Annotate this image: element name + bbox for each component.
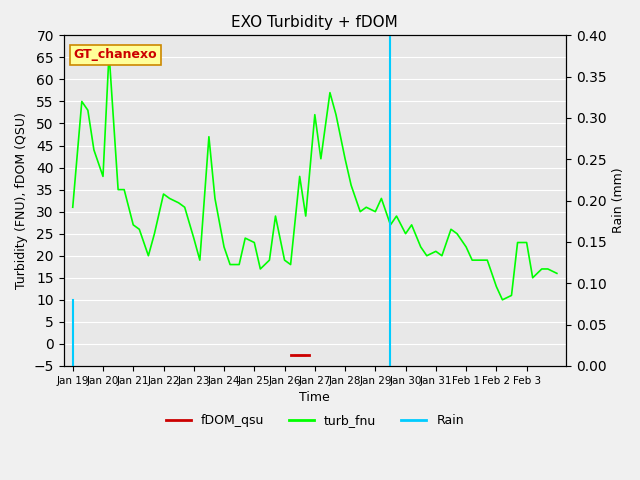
Text: GT_chanexo: GT_chanexo	[74, 48, 157, 61]
X-axis label: Time: Time	[300, 391, 330, 404]
Title: EXO Turbidity + fDOM: EXO Turbidity + fDOM	[232, 15, 398, 30]
Legend: fDOM_qsu, turb_fnu, Rain: fDOM_qsu, turb_fnu, Rain	[161, 409, 469, 432]
Y-axis label: Rain (mm): Rain (mm)	[612, 168, 625, 233]
Y-axis label: Turbidity (FNU), fDOM (QSU): Turbidity (FNU), fDOM (QSU)	[15, 112, 28, 289]
